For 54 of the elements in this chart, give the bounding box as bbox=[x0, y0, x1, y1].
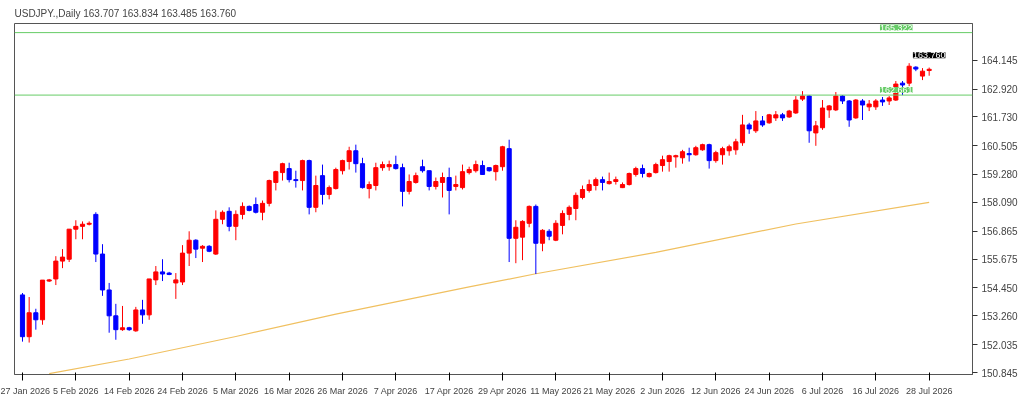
ref-line-label: 162.661 bbox=[879, 85, 913, 96]
line-series bbox=[48, 201, 930, 375]
x-tick-label: 14 Feb 2026 bbox=[103, 385, 155, 396]
x-tick-label: 26 Mar 2026 bbox=[317, 385, 368, 396]
y-tick-label: 160.505 bbox=[981, 140, 1019, 152]
x-tick-label: 7 Apr 2026 bbox=[373, 385, 418, 396]
x-tick-label: 2 Jun 2026 bbox=[640, 385, 685, 396]
candlestick bbox=[426, 170, 432, 191]
candlestick bbox=[706, 143, 712, 170]
annotation: 163.760 bbox=[912, 50, 946, 61]
x-tick-label: 11 May 2026 bbox=[530, 385, 582, 396]
candlestick bbox=[446, 167, 452, 215]
x-tick-label: 12 Jun 2026 bbox=[691, 385, 741, 396]
candlestick bbox=[313, 175, 319, 213]
candlestick bbox=[753, 110, 759, 134]
candlestick bbox=[853, 98, 859, 120]
y-tick-label: 152.035 bbox=[981, 339, 1019, 351]
ref-line-label: 165.322 bbox=[879, 22, 913, 33]
y-tick-label: 161.730 bbox=[981, 111, 1019, 123]
y-tick-label: 153.260 bbox=[981, 310, 1019, 322]
x-tick-label: 27 Jan 2026 bbox=[0, 385, 51, 396]
y-tick-label: 155.675 bbox=[981, 254, 1019, 266]
candlestick bbox=[193, 238, 199, 259]
candlestick bbox=[226, 206, 232, 232]
y-tick-label: 156.865 bbox=[981, 226, 1019, 238]
y-tick-label: 150.845 bbox=[981, 367, 1019, 379]
chart-title: USDJPY.,Daily 163.707 163.834 163.485 163.760 bbox=[14, 7, 237, 19]
x-tick-label: 5 Feb 2026 bbox=[53, 385, 99, 396]
candlestick bbox=[26, 296, 32, 344]
x-tick-label: 6 Jul 2026 bbox=[801, 385, 844, 396]
y-tick-label: 158.090 bbox=[981, 197, 1019, 209]
candlestick bbox=[906, 62, 912, 87]
candlestick bbox=[539, 228, 546, 252]
candlestick bbox=[319, 164, 326, 206]
candlestick bbox=[33, 308, 39, 331]
x-tick-label: 5 Mar 2026 bbox=[213, 385, 259, 396]
y-tick-label: 164.145 bbox=[981, 55, 1019, 67]
candlestick bbox=[139, 299, 146, 325]
x-tick-label: 28 Jul 2026 bbox=[905, 385, 953, 396]
candlestick bbox=[259, 200, 266, 221]
x-tick-label: 24 Jun 2026 bbox=[744, 385, 794, 396]
y-tick-label: 159.280 bbox=[981, 169, 1019, 181]
x-tick-label: 21 May 2026 bbox=[583, 385, 636, 396]
candlestick bbox=[133, 306, 139, 333]
x-tick-label: 24 Feb 2026 bbox=[157, 385, 208, 396]
x-tick-label: 17 Apr 2026 bbox=[424, 385, 474, 396]
x-tick-label: 16 Mar 2026 bbox=[263, 385, 315, 396]
x-tick-label: 16 Jul 2026 bbox=[852, 385, 900, 396]
y-tick-label: 154.450 bbox=[981, 282, 1019, 294]
candlestick bbox=[299, 159, 306, 191]
candlestick bbox=[859, 98, 866, 121]
candlestick bbox=[119, 305, 126, 332]
x-tick-label: 29 Apr 2026 bbox=[477, 385, 527, 396]
y-tick-label: 162.920 bbox=[981, 84, 1019, 95]
